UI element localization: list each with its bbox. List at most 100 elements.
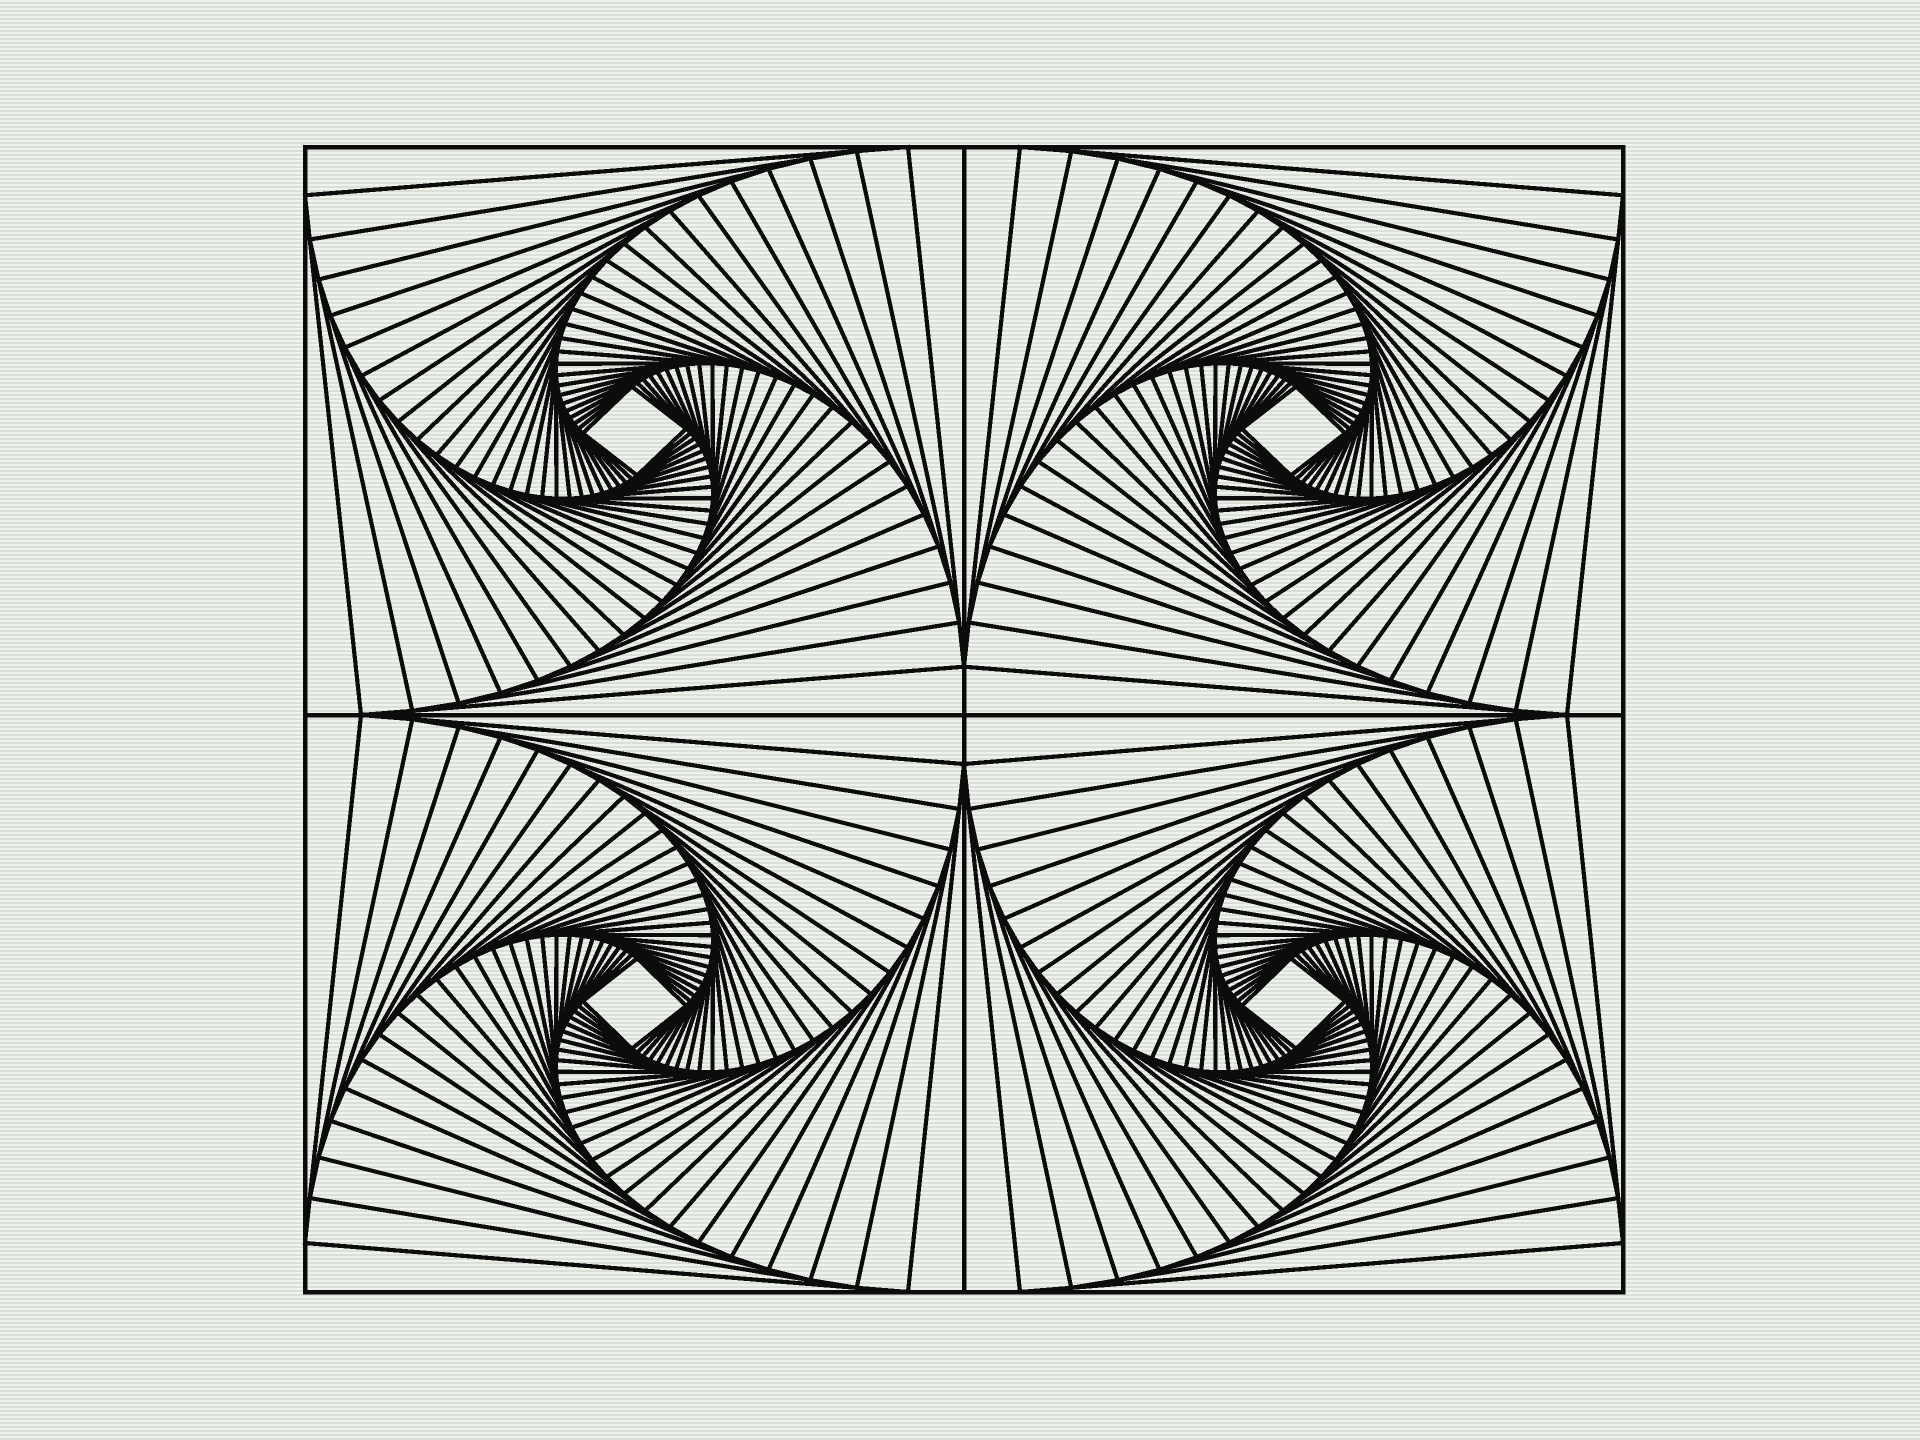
spiral-segment [728,178,927,518]
spiral-segment [854,806,962,1291]
spiral-segment [307,716,415,1201]
spiral-segment [1035,207,1262,465]
spiral-segment [1001,178,1200,518]
spiral-segment [358,712,967,767]
spiral-panel-top-right [961,144,1626,718]
spiral-segment [1301,991,1514,1197]
spiral-segment [1280,1009,1534,1214]
spiral-segment [1068,1195,1621,1291]
spiral-segment [1354,373,1570,670]
spiral-segment [307,237,415,714]
spiral-segment [1001,511,1393,684]
spiral-segment [1017,144,1626,198]
spiral-segment [358,192,702,379]
spiral-segment [1301,418,1534,638]
spiral-segment [327,312,504,696]
spiral-segment [302,144,911,198]
spiral-segment [961,712,1570,767]
spiral-segment [765,883,942,1273]
spiral-segment [961,664,1570,718]
spiral-segment [1301,793,1534,1016]
spiral-segment [579,383,635,437]
spiral-segment [1053,991,1286,1214]
spiral-segment [1194,1085,1586,1260]
spiral-segment [358,373,574,670]
spiral-panel-top-left [302,144,967,718]
spiral-panel-bottom-right [961,712,1626,1295]
spiral-segment [807,846,954,1283]
spiral-segment [966,716,1519,812]
spiral-segment [1156,1118,1601,1273]
spiral-segment [456,579,954,706]
spiral-segment [394,793,627,1016]
spiral-segment [342,1085,734,1260]
spiral-segment [394,1009,648,1214]
spiral-segment [414,240,627,444]
spiral-segment [315,1154,813,1283]
spiral-segment [307,1195,860,1291]
spiral-segment [497,734,942,889]
spiral-segment [1293,383,1349,437]
spiral-segment [621,437,875,638]
spiral-segment [695,192,911,489]
spiral-segment [1280,224,1534,425]
spiral-segment [1053,437,1307,638]
spiral-segment [1017,483,1361,670]
spiral-segment [986,883,1163,1273]
spiral-segment [394,418,627,638]
spiral-segment [1287,955,1349,1005]
spiral-panel-bottom-left [302,712,967,1295]
spiral-segment [1424,734,1601,1124]
spiral-segment [1053,793,1307,998]
spiral-segment [1035,458,1332,655]
spiral-segment [634,425,690,479]
spiral-segment [1238,425,1294,479]
spiral-segment [642,224,875,444]
spiral-segment [1287,430,1349,479]
spiral-segment [966,148,1074,625]
spiral-segment [456,724,954,853]
spiral-segment [342,178,734,351]
spiral-segment [642,991,875,1214]
spiral-segment [1115,1154,1613,1283]
spiral-segment [1238,955,1294,1009]
spiral-segment [1226,1056,1570,1246]
spiral-segment [302,712,364,1246]
spiral-segment [1053,224,1286,444]
spiral-segment [1513,716,1621,1201]
spiral-segment [327,734,504,1124]
spiral-segment [961,144,1023,670]
spiral-segment [342,747,541,1092]
spiral-segment [1238,1002,1300,1052]
spiral-segment [315,156,813,283]
spiral-segment [579,955,641,1005]
spiral-segment [1564,712,1626,1246]
spiral-segment [315,276,462,707]
spiral-segment [1387,747,1586,1092]
spiral-segment [1325,776,1552,1038]
spiral-segment [1466,276,1613,707]
spiral-segment [905,144,967,670]
spiral-segment [579,430,641,479]
spiral-segment [315,724,462,1161]
spiral-segment [1564,192,1626,718]
spiral-segment [854,148,962,625]
spiral-segment [596,458,893,655]
spiral-segment [302,1240,911,1295]
spiral-segment [535,511,927,684]
spiral-segment [642,810,855,1016]
spiral-segment [986,166,1163,550]
spiral-segment [1513,237,1621,714]
spiral-segment [358,1056,702,1246]
spiral-segment [567,761,911,951]
spiral-segment [327,1118,772,1273]
spiral-segment [666,969,893,1231]
spiral-segment [695,944,911,1246]
spiral-segment [966,620,1519,714]
spiral-segment [966,806,1074,1291]
spiral-segment [567,483,911,670]
spiral-segment [1156,166,1601,319]
spiral-segment [376,397,603,655]
spiral-segment [621,793,875,998]
